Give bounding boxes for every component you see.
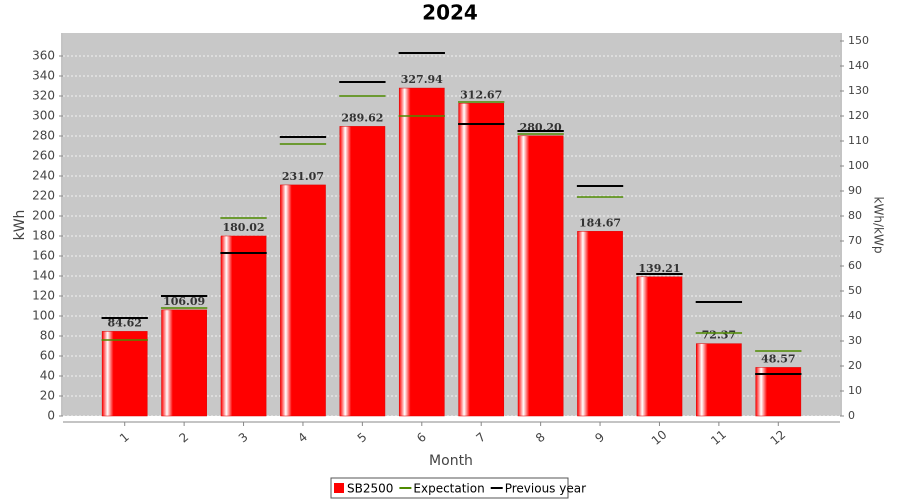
y-tick-label: 260 bbox=[32, 149, 55, 163]
y2-tick-label: 120 bbox=[848, 109, 869, 122]
y-tick-label: 280 bbox=[32, 129, 55, 143]
y-tick-label: 360 bbox=[32, 49, 55, 63]
chart-title: 2024 bbox=[422, 1, 478, 25]
y-tick-label: 60 bbox=[40, 349, 55, 363]
y2-tick-label: 10 bbox=[848, 384, 862, 397]
value-label: 312.67 bbox=[460, 88, 502, 101]
value-label: 72.37 bbox=[702, 329, 736, 342]
x-tick-label: 5 bbox=[355, 430, 370, 446]
x-tick-label: 2 bbox=[176, 430, 191, 446]
y2-tick-label: 150 bbox=[848, 34, 869, 47]
legend-swatch bbox=[334, 483, 344, 493]
legend-label: SB2500 bbox=[347, 482, 393, 496]
bar bbox=[577, 231, 623, 417]
bar bbox=[220, 235, 267, 417]
value-label: 327.94 bbox=[401, 73, 443, 86]
value-label: 289.62 bbox=[341, 111, 383, 124]
bar bbox=[339, 126, 386, 417]
bar bbox=[101, 331, 148, 417]
y-tick-label: 140 bbox=[32, 269, 55, 283]
bar bbox=[458, 103, 505, 417]
bar bbox=[161, 309, 207, 417]
y2-tick-label: 0 bbox=[848, 409, 855, 422]
x-tick-label: 10 bbox=[649, 427, 670, 448]
value-label: 184.67 bbox=[579, 216, 621, 229]
x-tick-label: 1 bbox=[117, 430, 132, 446]
x-axis-label: Month bbox=[429, 453, 473, 469]
y2-tick-label: 90 bbox=[848, 184, 862, 197]
y-tick-label: 160 bbox=[32, 249, 55, 263]
y2-tick-label: 60 bbox=[848, 259, 862, 272]
value-label: 106.09 bbox=[163, 295, 205, 308]
bar bbox=[696, 343, 742, 417]
y2-tick-label: 20 bbox=[848, 359, 862, 372]
legend-label: Expectation bbox=[413, 482, 484, 496]
value-label: 231.07 bbox=[282, 170, 324, 183]
y-tick-label: 200 bbox=[32, 209, 55, 223]
y2-tick-label: 140 bbox=[848, 59, 869, 72]
y-tick-label: 340 bbox=[32, 69, 55, 83]
x-tick-label: 7 bbox=[473, 430, 488, 446]
y-tick-label: 240 bbox=[32, 169, 55, 183]
bar bbox=[398, 87, 445, 417]
bar bbox=[755, 367, 802, 417]
y2-tick-label: 50 bbox=[848, 284, 862, 297]
value-label: 180.02 bbox=[222, 221, 264, 234]
y2-tick-label: 100 bbox=[848, 159, 869, 172]
x-tick-label: 11 bbox=[708, 427, 729, 448]
y-tick-label: 20 bbox=[40, 389, 55, 403]
bar bbox=[636, 276, 683, 417]
bar bbox=[517, 135, 564, 417]
y-tick-label: 220 bbox=[32, 189, 55, 203]
y2-axis-label: kWh/kWp bbox=[872, 197, 886, 254]
value-label: 84.62 bbox=[107, 316, 141, 329]
x-tick-label: 8 bbox=[533, 430, 548, 446]
y-tick-label: 180 bbox=[32, 229, 55, 243]
y2-tick-label: 30 bbox=[848, 334, 862, 347]
y2-tick-label: 70 bbox=[848, 234, 862, 247]
y-axis-label: kWh bbox=[12, 210, 28, 241]
x-tick-label: 4 bbox=[295, 430, 310, 446]
value-label: 139.21 bbox=[638, 262, 680, 275]
y-tick-label: 80 bbox=[40, 329, 55, 343]
legend-label: Previous year bbox=[505, 482, 586, 496]
x-tick-label: 9 bbox=[592, 430, 607, 446]
y2-tick-label: 110 bbox=[848, 134, 869, 147]
y-tick-label: 100 bbox=[32, 309, 55, 323]
x-tick-label: 12 bbox=[768, 427, 789, 448]
value-label: 48.57 bbox=[761, 352, 795, 365]
y-tick-label: 300 bbox=[32, 109, 55, 123]
y-tick-label: 120 bbox=[32, 289, 55, 303]
x-tick-label: 6 bbox=[414, 430, 429, 446]
y-tick-label: 40 bbox=[40, 369, 55, 383]
y2-tick-label: 80 bbox=[848, 209, 862, 222]
bar bbox=[280, 184, 326, 417]
y2-tick-label: 40 bbox=[848, 309, 862, 322]
x-tick-label: 3 bbox=[236, 430, 251, 446]
y-tick-label: 0 bbox=[47, 409, 55, 423]
legend bbox=[330, 477, 569, 499]
y-tick-label: 320 bbox=[32, 89, 55, 103]
y2-tick-label: 130 bbox=[848, 84, 869, 97]
